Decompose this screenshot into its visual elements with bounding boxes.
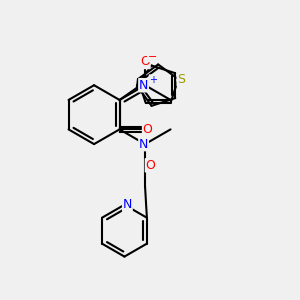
Text: O: O <box>140 56 150 68</box>
Text: S: S <box>177 73 185 85</box>
Text: N: N <box>139 79 148 92</box>
Text: −: − <box>148 52 157 62</box>
Text: N: N <box>123 198 132 211</box>
Text: +: + <box>149 75 157 85</box>
Text: N: N <box>139 138 148 151</box>
Text: O: O <box>146 159 155 172</box>
Text: O: O <box>142 123 152 136</box>
